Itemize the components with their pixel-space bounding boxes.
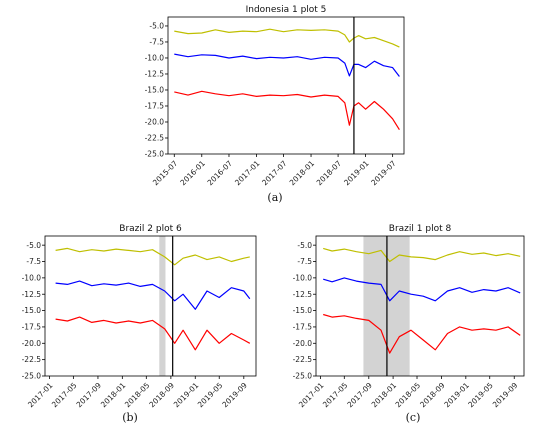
panel-caption: (a) — [267, 191, 282, 204]
y-tick-label: -7.5 — [297, 257, 312, 266]
y-tick-label: -12.5 — [293, 290, 313, 299]
y-tick-label: -25.0 — [22, 372, 42, 381]
x-tick-label: 2019-09 — [220, 381, 249, 410]
y-tick-label: -10.0 — [22, 273, 42, 282]
chart-title: Indonesia 1 plot 5 — [246, 5, 327, 15]
series-line — [323, 247, 521, 263]
series-line — [174, 53, 400, 77]
series-line — [323, 313, 521, 354]
plot-area — [316, 236, 524, 376]
y-tick-label: -10.0 — [145, 54, 165, 63]
plot-area — [45, 236, 256, 376]
y-tick-label: -20.0 — [293, 339, 313, 348]
y-tick-label: -17.5 — [293, 323, 313, 332]
x-tick-label: 2018-09 — [418, 381, 447, 410]
y-tick-label: -25.0 — [145, 150, 165, 159]
y-tick-label: -5.0 — [26, 241, 41, 250]
chart-panel-brazil-2-plot-6: -5.0 -7.5 -10.0 -12.5 -15.0 -17.5 -20.0 -22.5 -2… — [22, 224, 257, 424]
y-tick-label: -22.5 — [293, 355, 313, 364]
y-tick-label: -5.0 — [149, 22, 164, 31]
y-tick-label: -20.0 — [145, 118, 165, 127]
plot-frame — [44, 235, 257, 377]
plot-frame — [315, 235, 525, 377]
x-tick-label: 2019-01 — [442, 381, 471, 410]
x-tick-label: 2019-05 — [466, 381, 495, 410]
x-tick-label: 2015-07 — [151, 159, 180, 188]
chart-panel-brazil-1-plot-8: -5.0 -7.5 -10.0 -12.5 -15.0 -17.5 -20.0 -22.5 -2… — [293, 224, 525, 424]
y-tick-label: -7.5 — [26, 257, 41, 266]
x-tick-label: 2018-01 — [288, 159, 317, 188]
x-tick-label: 2017-07 — [260, 159, 289, 188]
panel-caption: (b) — [122, 411, 138, 424]
y-tick-label: -15.0 — [293, 306, 313, 315]
x-tick-label: 2018-05 — [394, 381, 423, 410]
y-tick-label: -10.0 — [293, 273, 313, 282]
y-tick-label: -15.0 — [22, 306, 42, 315]
plot-area — [168, 17, 404, 154]
shaded-span — [159, 236, 166, 376]
x-tick-label: 2018-09 — [147, 381, 176, 410]
x-tick-label: 2016-01 — [178, 159, 207, 188]
x-tick-label: 2018-01 — [99, 381, 128, 410]
y-tick-label: -22.5 — [22, 355, 42, 364]
chart-panel-indonesia-1-plot-5: -5.0 -7.5 -10.0 -12.5 -15.0 -17.5 -20.0 -22.5 -2… — [145, 5, 405, 204]
panel-caption: (c) — [406, 411, 421, 424]
x-tick-label: 2017-01 — [297, 381, 326, 410]
series-line — [323, 277, 521, 302]
series-line — [174, 90, 400, 131]
plot-frame — [167, 16, 405, 155]
x-tick-label: 2019-07 — [369, 159, 398, 188]
series-line — [174, 28, 400, 48]
x-tick-label: 2017-05 — [50, 381, 79, 410]
y-tick-label: -5.0 — [297, 241, 312, 250]
x-tick-label: 2018-05 — [123, 381, 152, 410]
x-tick-label: 2019-05 — [196, 381, 225, 410]
series-line — [55, 280, 251, 310]
x-tick-label: 2016-07 — [206, 159, 235, 188]
x-tick-label: 2019-09 — [491, 381, 520, 410]
x-tick-label: 2019-01 — [172, 381, 201, 410]
y-tick-label: -15.0 — [145, 86, 165, 95]
x-tick-label: 2017-05 — [321, 381, 350, 410]
y-tick-label: -17.5 — [22, 323, 42, 332]
x-tick-label: 2018-07 — [315, 159, 344, 188]
chart-title: Brazil 2 plot 6 — [119, 224, 182, 234]
y-tick-label: -20.0 — [22, 339, 42, 348]
y-tick-label: -22.5 — [145, 134, 165, 143]
series-line — [55, 247, 250, 266]
y-tick-label: -17.5 — [145, 102, 165, 111]
y-tick-label: -25.0 — [293, 372, 313, 381]
x-tick-label: 2018-01 — [370, 381, 399, 410]
x-tick-label: 2017-01 — [233, 159, 262, 188]
x-tick-label: 2017-09 — [75, 381, 104, 410]
x-tick-label: 2017-01 — [26, 381, 55, 410]
y-tick-label: -12.5 — [22, 290, 42, 299]
x-tick-label: 2019-01 — [342, 159, 371, 188]
y-tick-label: -12.5 — [145, 70, 165, 79]
chart-title: Brazil 1 plot 8 — [389, 224, 452, 234]
y-tick-label: -7.5 — [149, 38, 164, 47]
series-line — [55, 316, 251, 351]
x-tick-label: 2017-09 — [345, 381, 374, 410]
